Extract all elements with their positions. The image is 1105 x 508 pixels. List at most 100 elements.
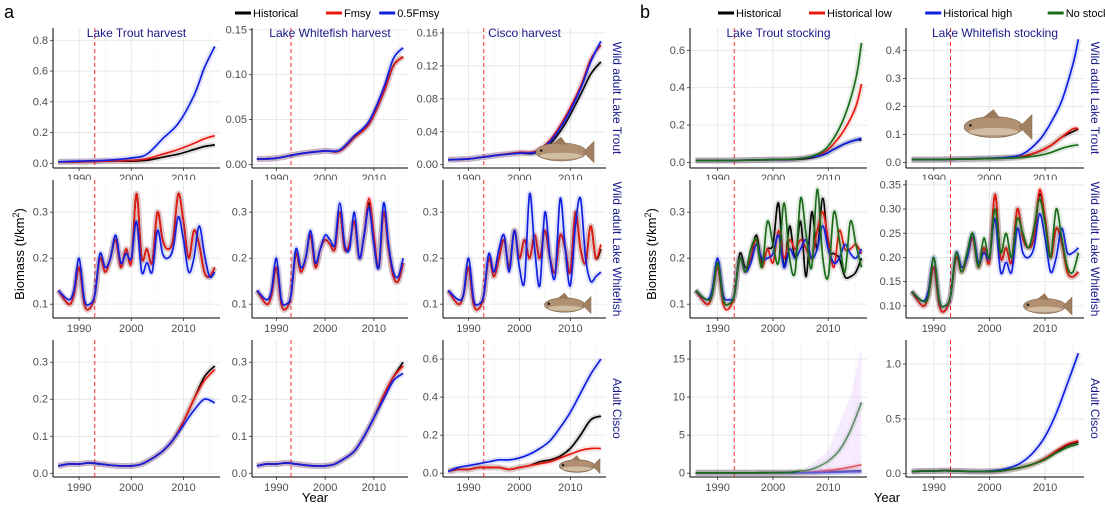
legend-label-b-0: Historical <box>736 8 781 20</box>
y-tick-label: 0 <box>679 468 685 480</box>
x-tick-label: 1990 <box>705 482 729 494</box>
series-line-fmsy <box>57 192 216 311</box>
chart-b-r2c2: 0.10 0.15 0.20 0.25 0.30 0.35 1990 2000 2010 <box>880 179 1084 335</box>
x-tick-label: 1990 <box>456 482 480 494</box>
y-tick-label: 0.0 <box>33 468 48 480</box>
series-line-0-5fmsy <box>447 192 602 306</box>
series-line-no-stocking <box>911 144 1079 161</box>
y-axis-label-a: Biomass (t/km2) <box>11 208 27 300</box>
y-tick-label: 0.16 <box>417 27 438 39</box>
x-tick-label: 2000 <box>977 323 1001 335</box>
series-line-0-5fmsy <box>447 358 602 473</box>
column-title: Lake Trout harvest <box>87 26 187 40</box>
y-tick-label: 0.1 <box>33 299 48 311</box>
y-tick-label: 0.04 <box>417 126 438 138</box>
plot-area <box>53 180 220 318</box>
legend-label-a-1: Fmsy <box>344 8 371 20</box>
x-tick-label: 2000 <box>977 482 1001 494</box>
cisco-fish-icon <box>558 455 601 475</box>
legend-label-a-2: 0.5Fmsy <box>397 8 440 20</box>
y-tick-label: 0.0 <box>33 158 48 170</box>
x-tick-label: 2000 <box>313 482 337 494</box>
y-tick-label: 0.12 <box>417 60 438 72</box>
y-tick-label: 0.2 <box>33 253 48 265</box>
x-tick-label: 2010 <box>362 482 386 494</box>
legend-label-a-0: Historical <box>253 8 298 20</box>
row-label-b-3: Adult Cisco <box>1088 378 1102 439</box>
y-tick-label: 15 <box>673 354 685 366</box>
x-tick-label: 1990 <box>922 482 946 494</box>
legend-panel-a: Historical Fmsy 0.5Fmsy <box>235 8 440 20</box>
x-tick-label: 2010 <box>1033 482 1057 494</box>
y-tick-label: 0.1 <box>670 299 685 311</box>
legend-panel-b: Historical Historical low Historical high N… <box>718 8 1105 20</box>
y-tick-label: 0.6 <box>33 66 48 78</box>
chart-a-r3c2: 0.0 0.1 0.2 0.3 1990 2000 2010 <box>232 340 408 494</box>
row-label-b-1: Wild adult Lake Trout <box>1088 42 1102 155</box>
y-tick-label: 0.00 <box>226 159 247 171</box>
x-tick-label: 2010 <box>171 482 195 494</box>
chart-a-r2c3: 0.1 0.2 0.3 1990 2000 2010 <box>423 180 606 335</box>
series-line-0-5fmsy <box>57 215 216 306</box>
y-tick-label: 0.1 <box>232 299 247 311</box>
y-tick-label: 0.6 <box>670 45 685 57</box>
x-tick-label: 2000 <box>761 482 785 494</box>
y-tick-label: 0.10 <box>880 300 901 312</box>
x-axis-label-a: Year <box>302 490 329 505</box>
y-tick-label: 0.0 <box>232 468 247 480</box>
plot-area <box>252 340 408 477</box>
y-tick-label: 0.3 <box>232 207 247 219</box>
plot-area <box>906 180 1084 318</box>
y-tick-label: 0.2 <box>670 253 685 265</box>
panel-a-label: a <box>4 2 15 22</box>
legend-label-b-3: No stocking <box>1066 8 1105 20</box>
y-tick-label: 0.15 <box>226 24 247 36</box>
series-line-no-stocking <box>911 443 1079 473</box>
y-tick-label: 0.2 <box>670 120 685 132</box>
y-tick-label: 0.1 <box>232 431 247 443</box>
x-tick-label: 2010 <box>558 323 582 335</box>
series-line-historical-low <box>694 211 863 311</box>
x-tick-label: 2000 <box>119 482 143 494</box>
chart-a-r2c1: 0.1 0.2 0.3 1990 2000 2010 <box>33 180 220 335</box>
x-tick-label: 2000 <box>119 323 143 335</box>
chart-a-r3c1: 0.0 0.1 0.2 0.3 1990 2000 2010 <box>33 340 220 494</box>
panel-b-label: b <box>640 2 650 22</box>
y-tick-label: 0.08 <box>417 93 438 105</box>
y-tick-label: 0.5 <box>886 413 901 425</box>
y-tick-label: 0.2 <box>232 253 247 265</box>
y-tick-label: 0.2 <box>33 394 48 406</box>
chart-a-r2c2: 0.1 0.2 0.3 1990 2000 2010 <box>232 180 408 335</box>
x-tick-label: 1990 <box>922 323 946 335</box>
y-tick-label: 0.2 <box>423 430 438 442</box>
legend-label-b-2: Historical high <box>943 8 1012 20</box>
y-axis-label-b: Biomass (t/km2) <box>643 208 659 300</box>
x-tick-label: 1990 <box>67 482 91 494</box>
column-title: Lake Whitefish harvest <box>269 26 391 40</box>
x-tick-label: 2010 <box>816 482 840 494</box>
x-tick-label: 1990 <box>67 323 91 335</box>
series-line-fmsy <box>447 447 601 473</box>
series-line-0-5fmsy <box>58 398 216 467</box>
y-tick-label: 0.00 <box>417 159 438 171</box>
y-tick-label: 0.2 <box>886 101 901 113</box>
series-line-no-stocking <box>911 198 1080 308</box>
plot-area <box>443 340 606 477</box>
y-tick-label: 0.4 <box>33 96 48 108</box>
y-tick-label: 0.1 <box>886 129 901 141</box>
y-tick-label: 0.0 <box>670 157 685 169</box>
x-tick-label: 2010 <box>1033 323 1057 335</box>
y-tick-label: 0.3 <box>423 207 438 219</box>
y-tick-label: 0.2 <box>33 127 48 139</box>
y-tick-label: 0.4 <box>670 82 685 94</box>
series-line-0-5fmsy <box>58 46 216 163</box>
row-label-a-3: Adult Cisco <box>610 378 624 439</box>
y-tick-label: 0.3 <box>33 357 48 369</box>
lake-trout-fish-icon <box>535 136 595 164</box>
x-tick-label: 2010 <box>558 482 582 494</box>
y-tick-label: 0.4 <box>423 392 438 404</box>
plot-area <box>906 28 1084 168</box>
